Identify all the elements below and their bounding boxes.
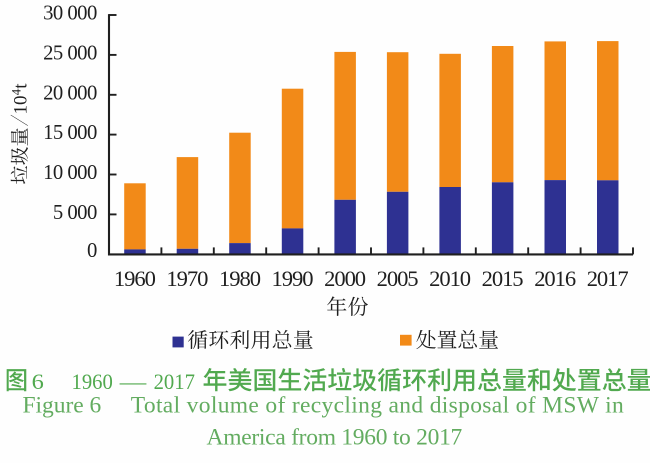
svg-text:1980: 1980 xyxy=(219,266,261,291)
svg-text:—: — xyxy=(119,369,147,394)
svg-text:Total volume of recycling and: Total volume of recycling and disposal o… xyxy=(131,393,624,419)
svg-text:t: t xyxy=(11,83,32,89)
svg-text:25 000: 25 000 xyxy=(43,43,97,65)
svg-text:15 000: 15 000 xyxy=(43,122,97,144)
svg-text:1960: 1960 xyxy=(114,266,156,291)
svg-text:1970: 1970 xyxy=(166,266,208,291)
svg-text:6: 6 xyxy=(32,369,44,394)
svg-text:1990: 1990 xyxy=(272,266,314,291)
svg-text:4: 4 xyxy=(9,88,23,95)
svg-text:0: 0 xyxy=(87,240,97,262)
svg-text:10: 10 xyxy=(11,96,32,115)
svg-text:2017: 2017 xyxy=(154,369,195,394)
svg-text:10 000: 10 000 xyxy=(43,162,97,184)
svg-text:5 000: 5 000 xyxy=(53,202,97,224)
svg-text:2005: 2005 xyxy=(377,266,419,291)
svg-text:2000: 2000 xyxy=(324,266,366,291)
svg-text:2015: 2015 xyxy=(482,266,524,291)
svg-text:2016: 2016 xyxy=(534,266,576,291)
svg-text:Figure 6: Figure 6 xyxy=(23,393,102,419)
svg-text:2010: 2010 xyxy=(429,266,471,291)
svg-text:2017: 2017 xyxy=(587,266,629,291)
svg-text:20 000: 20 000 xyxy=(43,82,97,104)
svg-text:1960: 1960 xyxy=(72,369,113,394)
svg-text:America from 1960 to 2017: America from 1960 to 2017 xyxy=(207,424,463,450)
svg-text:30 000: 30 000 xyxy=(43,3,97,25)
